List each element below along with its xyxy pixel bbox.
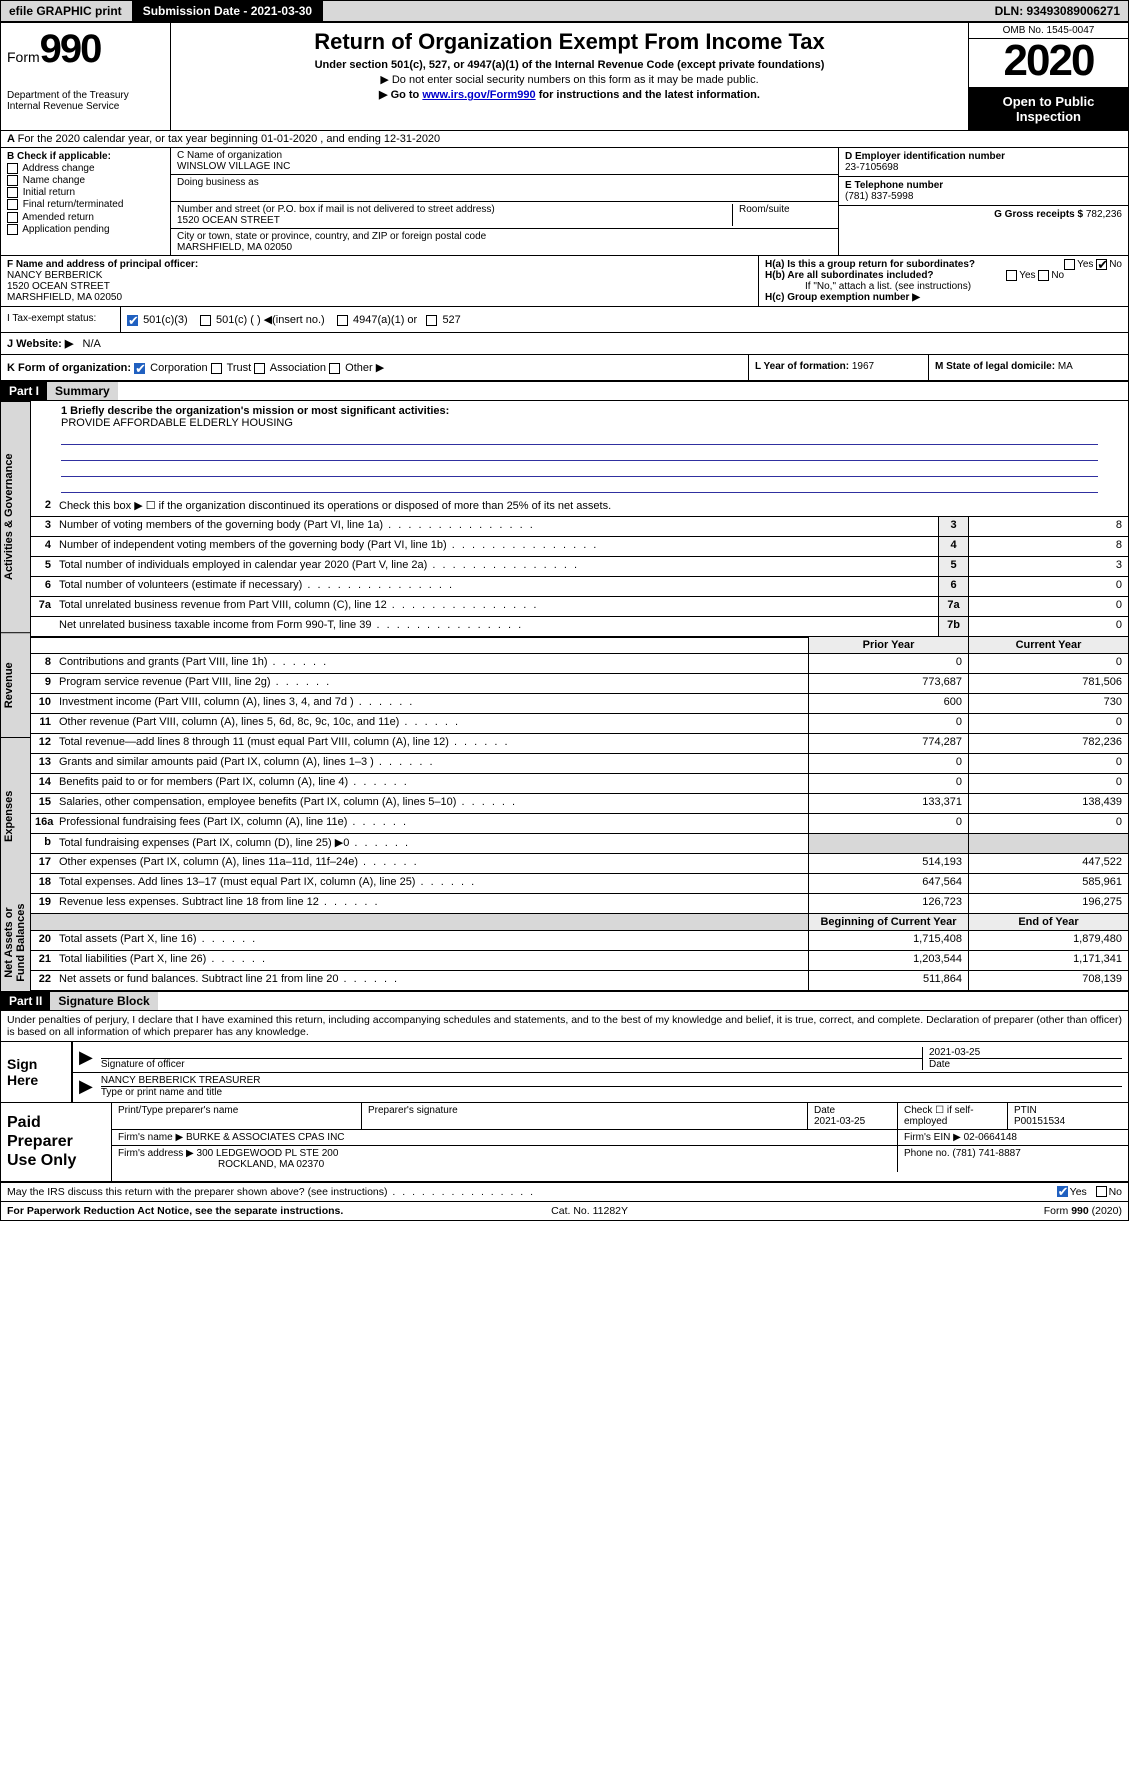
line-b: bTotal fundraising expenses (Part IX, co… — [31, 834, 1128, 854]
cb-application-pending[interactable]: Application pending — [7, 224, 164, 235]
note-link: ▶ Go to www.irs.gov/Form990 for instruct… — [181, 88, 958, 101]
line-14: 14Benefits paid to or for members (Part … — [31, 774, 1128, 794]
cb-amended-return[interactable]: Amended return — [7, 212, 164, 223]
line-6: 6Total number of volunteers (estimate if… — [31, 577, 1128, 597]
cb-discuss-yes[interactable] — [1057, 1186, 1068, 1197]
section-c: C Name of organizationWINSLOW VILLAGE IN… — [171, 148, 838, 255]
cb-501c3[interactable] — [127, 315, 138, 326]
website-row: J Website: ▶ N/A — [1, 333, 1128, 355]
hdr-prior: Prior Year — [808, 637, 968, 653]
discuss-row: May the IRS discuss this return with the… — [1, 1183, 1128, 1202]
bottom-row: For Paperwork Reduction Act Notice, see … — [1, 1202, 1128, 1220]
period-row: A For the 2020 calendar year, or tax yea… — [1, 131, 1128, 148]
cb-final-return[interactable]: Final return/terminated — [7, 199, 164, 210]
line-21: 21Total liabilities (Part X, line 26) 1,… — [31, 951, 1128, 971]
cb-corporation[interactable] — [134, 363, 145, 374]
line-22: 22Net assets or fund balances. Subtract … — [31, 971, 1128, 991]
line-8: 8Contributions and grants (Part VIII, li… — [31, 654, 1128, 674]
hdr-current: Current Year — [968, 637, 1128, 653]
sign-here-label: Sign Here — [1, 1042, 71, 1102]
line-9: 9Program service revenue (Part VIII, lin… — [31, 674, 1128, 694]
line-4: 4Number of independent voting members of… — [31, 537, 1128, 557]
line-3: 3Number of voting members of the governi… — [31, 517, 1128, 537]
perjury-text: Under penalties of perjury, I declare th… — [1, 1011, 1128, 1041]
vertical-tabs: Activities & Governance Revenue Expenses… — [1, 401, 31, 991]
line-13: 13Grants and similar amounts paid (Part … — [31, 754, 1128, 774]
section-l: L Year of formation: 1967 — [748, 355, 928, 380]
tax-exempt-options: 501(c)(3) 501(c) ( ) ◀(insert no.) 4947(… — [121, 307, 1128, 332]
mission-block: 1 Briefly describe the organization's mi… — [31, 401, 1128, 497]
note-ssn: ▶ Do not enter social security numbers o… — [181, 73, 958, 86]
tax-year: 2020 — [969, 39, 1128, 88]
cb-discuss-no[interactable] — [1096, 1186, 1107, 1197]
line-17: 17Other expenses (Part IX, column (A), l… — [31, 854, 1128, 874]
line-20: 20Total assets (Part X, line 16) 1,715,4… — [31, 931, 1128, 951]
cb-name-change[interactable]: Name change — [7, 175, 164, 186]
open-to-public: Open to Public Inspection — [969, 88, 1128, 130]
line-7a: 7aTotal unrelated business revenue from … — [31, 597, 1128, 617]
submission-date-button[interactable]: Submission Date - 2021-03-30 — [132, 1, 323, 21]
part1-title: Summary — [47, 382, 118, 400]
section-de: D Employer identification number23-71056… — [838, 148, 1128, 255]
part1-header: Part I — [1, 382, 47, 400]
line-2: 2Check this box ▶ ☐ if the organization … — [31, 497, 1128, 517]
name-arrow-icon: ▶ — [79, 1076, 93, 1097]
line-7b: Net unrelated business taxable income fr… — [31, 617, 1128, 637]
cb-initial-return[interactable]: Initial return — [7, 187, 164, 198]
paid-preparer-label: Paid Preparer Use Only — [1, 1103, 111, 1181]
efile-label[interactable]: efile GRAPHIC print — [1, 4, 130, 18]
cb-address-change[interactable]: Address change — [7, 163, 164, 174]
line-15: 15Salaries, other compensation, employee… — [31, 794, 1128, 814]
section-f: F Name and address of principal officer:… — [1, 256, 758, 306]
section-b: B Check if applicable: Address change Na… — [1, 148, 171, 255]
form-subtitle: Under section 501(c), 527, or 4947(a)(1)… — [181, 59, 958, 71]
line-5: 5Total number of individuals employed in… — [31, 557, 1128, 577]
hdr-begin: Beginning of Current Year — [808, 914, 968, 930]
tax-exempt-label: I Tax-exempt status: — [1, 307, 121, 332]
part2-title: Signature Block — [50, 992, 157, 1010]
form-container: Form990 Department of the Treasury Inter… — [0, 22, 1129, 1221]
section-h: H(a) Is this a group return for subordin… — [758, 256, 1128, 306]
form-title: Return of Organization Exempt From Incom… — [181, 29, 958, 55]
department-label: Department of the Treasury Internal Reve… — [7, 90, 164, 112]
irs-link[interactable]: www.irs.gov/Form990 — [422, 89, 535, 101]
section-m: M State of legal domicile: MA — [928, 355, 1128, 380]
line-11: 11Other revenue (Part VIII, column (A), … — [31, 714, 1128, 734]
line-16a: 16aProfessional fundraising fees (Part I… — [31, 814, 1128, 834]
dln-label: DLN: 93493089006271 — [987, 4, 1128, 18]
line-10: 10Investment income (Part VIII, column (… — [31, 694, 1128, 714]
line-12: 12Total revenue—add lines 8 through 11 (… — [31, 734, 1128, 754]
signature-arrow-icon: ▶ — [79, 1047, 93, 1068]
line-18: 18Total expenses. Add lines 13–17 (must … — [31, 874, 1128, 894]
part2-header: Part II — [1, 992, 50, 1010]
line-19: 19Revenue less expenses. Subtract line 1… — [31, 894, 1128, 914]
top-bar: efile GRAPHIC print Submission Date - 20… — [0, 0, 1129, 22]
section-k: K Form of organization: Corporation Trus… — [1, 355, 748, 380]
hdr-end: End of Year — [968, 914, 1128, 930]
form-number: Form990 — [7, 27, 164, 72]
